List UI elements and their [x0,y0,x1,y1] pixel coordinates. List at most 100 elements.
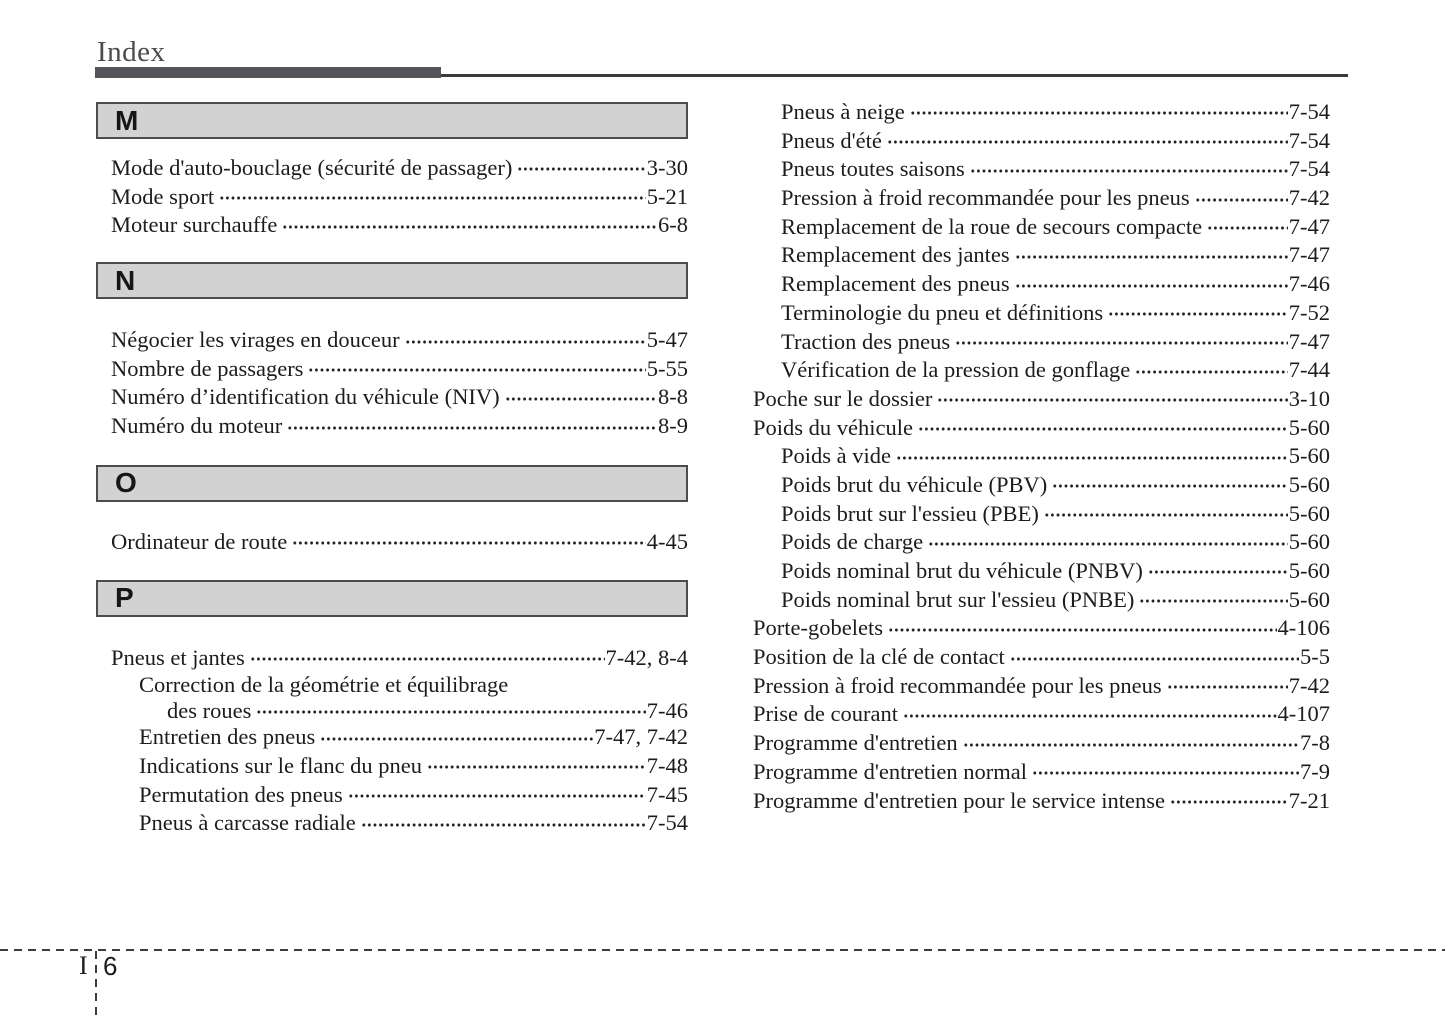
index-entry: Porte-gobelets 4-106 [753,614,1330,644]
dot-leader [962,729,1299,758]
index-entry-page: 7-54 [1288,127,1330,153]
index-entry-page: 5-60 [1288,443,1330,469]
dot-leader [937,384,1288,414]
index-entry-label: Poids nominal brut sur l'essieu (PNBE) [781,586,1135,612]
index-entry-label: Numéro d’identification du véhicule (NIV… [111,384,500,410]
dot-leader [969,155,1288,185]
index-entry: Prise de courant 4-107 [753,700,1330,730]
index-entry: Vérification de la pression de gonflage 7… [753,356,1330,385]
index-entry-page: 7-54 [1288,156,1330,182]
footer-divider-line [0,949,1445,951]
index-entry-label: Remplacement des jantes [781,242,1010,268]
dot-leader [347,780,646,810]
index-entry: Pneus et jantes 7-42, 8-4 [96,643,688,673]
index-entry: Négocier les virages en douceur 5-47 [96,326,688,355]
index-entry: Remplacement des jantes 7-47 [753,241,1330,271]
index-entry-page: 5-60 [1288,471,1330,497]
index-entry: Ordinateur de route 4-45 [96,527,688,557]
index-section-P: P Pneus et jantes 7-42, 8-4 Correction de l… [96,579,688,838]
index-entry-page: 7-54 [1288,99,1330,124]
index-entry-label: Poids brut sur l'essieu (PBE) [781,500,1039,526]
footer-tab-divider-line [95,951,97,1019]
index-entry-label: des roues [167,698,252,724]
index-entry-label: Nombre de passagers [111,355,304,381]
index-entry: Correction de la géométrie et équilibrag… [96,672,688,724]
index-entry-page: 8-8 [658,384,688,410]
index-entry-label: Remplacement des pneus [781,271,1010,297]
index-entry-page: 5-60 [1288,414,1330,440]
index-entry-page: 7-47 [1288,213,1330,239]
index-entry-line2: des roues 7-46 [139,698,688,724]
dot-leader [1166,671,1288,701]
index-entry-label: Pneus à neige [781,99,905,124]
index-entry-label: Moteur surchauffe [111,212,278,238]
index-entry-page: 3-30 [646,155,688,180]
index-entry-label: Traction des pneus [781,328,951,354]
index-entry: Pression à froid recommandée pour les pn… [753,184,1330,213]
index-entry-page: 7-45 [646,781,688,807]
index-entry-page: 7-8 [1300,730,1330,756]
index-entry: Programme d'entretien normal 7-9 [753,757,1330,787]
index-entry-page: 7-54 [646,810,688,836]
index-section-N: N Négocier les virages en douceur 5-47 Nomb… [96,262,688,441]
index-entry-page: 3-10 [1288,385,1330,411]
index-entry: Terminologie du pneu et définitions 7-52 [753,298,1330,328]
dot-leader [1014,241,1288,271]
index-entry: Nombre de passagers 5-55 [96,354,688,384]
index-entry-page: 5-47 [646,327,688,353]
index-entry-label: Poids du véhicule [753,414,913,440]
index-entry: Traction des pneus 7-47 [753,327,1330,357]
index-entry: Remplacement des pneus 7-46 [753,270,1330,299]
index-entry-label: Ordinateur de route [111,528,288,554]
index-entry: Pneus toutes saisons 7-54 [753,155,1330,185]
index-entry-page: 7-9 [1300,758,1330,784]
index-entry-page: 7-21 [1288,787,1330,813]
index-entry-label: Porte-gobelets [753,615,883,641]
dot-leader [896,442,1288,471]
dot-leader [427,751,646,781]
dot-leader [909,98,1288,127]
index-entry-label: Programme d'entretien pour le service in… [753,787,1166,813]
index-entry-page: 5-60 [1288,586,1330,612]
index-entry-label: Permutation des pneus [139,781,343,807]
index-entry: Position de la clé de contact 5-5 [753,643,1330,672]
dot-leader [928,528,1288,557]
index-entry-label: Poche sur le dossier [753,385,933,411]
dot-leader [886,126,1288,156]
index-entry: Indications sur le flanc du pneu 7-48 [96,751,688,781]
index-entry-label: Poids nominal brut du véhicule (PNBV) [781,558,1143,583]
section-header-box-N: N [96,262,688,300]
index-entry-page: 4-45 [646,528,688,554]
index-entry-page: 7-46 [646,698,688,724]
dot-leader [1135,356,1288,385]
footer-page-number: 6 [103,951,118,981]
dot-leader [1147,557,1288,586]
index-entry-page: 5-5 [1300,644,1330,670]
index-entry: Poids du véhicule 5-60 [753,413,1330,443]
index-entry: Poids brut du véhicule (PBV) 5-60 [753,470,1330,500]
index-entry-page: 8-9 [658,413,688,439]
index-entry: Permutation des pneus 7-45 [96,780,688,810]
index-entry: Mode d'auto-bouclage (sécurité de passag… [96,154,688,183]
index-entry-label: Remplacement de la roue de secours compa… [781,213,1203,239]
dot-leader [1043,499,1288,529]
dot-leader [504,383,657,413]
dot-leader [1170,786,1288,816]
dot-leader [404,326,646,355]
section-letter: N [115,264,136,296]
index-entry-label: Pneus à carcasse radiale [139,810,356,836]
index-entry-label: Pression à froid recommandée pour les pn… [753,672,1162,698]
index-entry-label: Pneus et jantes [111,644,245,670]
dot-leader [1108,298,1288,328]
dot-leader [902,700,1277,730]
footer-section-letter: I [79,951,88,980]
index-section-M: M Mode d'auto-bouclage (sécurité de passa… [96,102,688,241]
index-entry-page: 7-52 [1288,299,1330,325]
index-entry-label: Mode d'auto-bouclage (sécurité de passag… [111,155,513,180]
section-letter: O [115,467,137,499]
index-entry-label: Poids de charge [781,529,924,555]
dot-leader [1009,643,1299,672]
index-entry-page: 7-47, 7-42 [594,724,688,750]
dot-leader [517,154,646,183]
section-header-box-O: O [96,464,688,502]
